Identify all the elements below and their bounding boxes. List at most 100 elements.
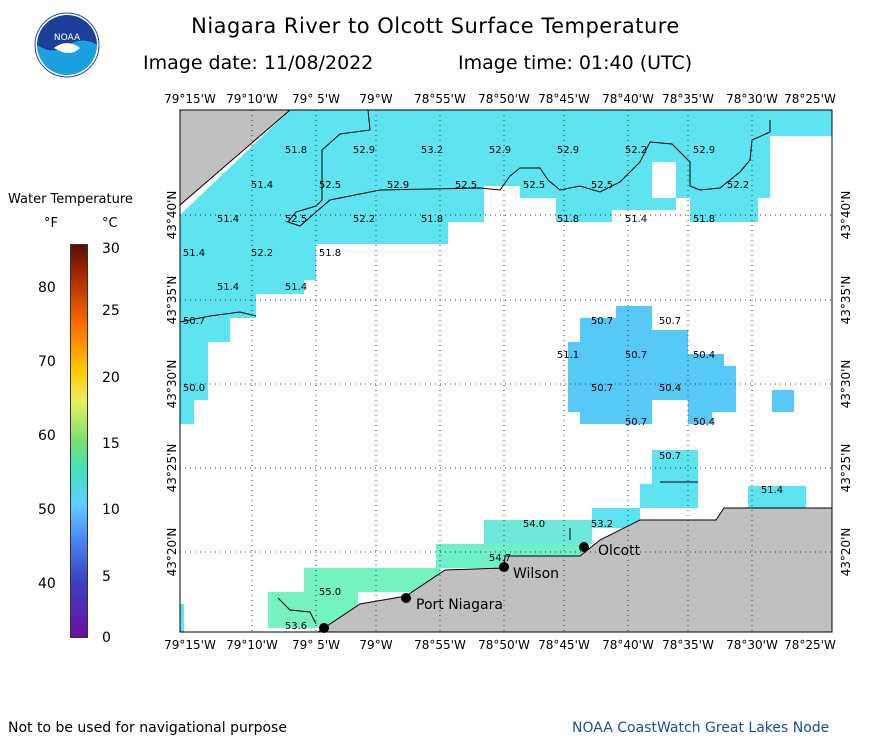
lon-label-bottom: 78°25'W [784,638,836,652]
lat-label-left: 43°40'N [165,191,179,240]
temp-label: 52.5 [455,180,477,191]
temp-label: 50.4 [659,383,681,394]
temp-label: 52.2 [353,214,375,225]
temp-label: 52.5 [285,214,307,225]
lat-label-right: 43°35'N [839,276,853,325]
temp-label: 50.7 [591,316,613,327]
lat-label-left: 43°20'N [165,528,179,577]
temp-label: 51.8 [319,248,341,259]
temp-label: 53.2 [591,519,613,530]
lon-label-top: 79°10'W [226,92,278,106]
c-tick: 15 [102,436,120,452]
temp-label: 50.7 [659,316,681,327]
temp-label: 52.5 [523,180,545,191]
temp-label: 51.4 [251,180,273,191]
c-tick: 30 [102,241,120,257]
temp-label: 50.4 [693,350,715,361]
f-tick: 50 [38,502,56,518]
temp-label: 51.8 [693,214,715,225]
temp-label: 52.2 [625,145,647,156]
legend-unit-f: °F [44,216,58,231]
temp-label: 50.0 [183,383,205,394]
lat-label-right: 43°25'N [839,444,853,493]
temp-label: 52.9 [693,145,715,156]
water-temperature-field [180,110,832,632]
lon-label-top: 78°30'W [726,92,778,106]
lon-label-bottom: 78°40'W [602,638,654,652]
map-frame [179,109,833,633]
lon-label-top: 79°W [359,92,392,106]
temp-label: 52.5 [319,180,341,191]
lon-label-bottom: 79° 5'W [292,638,340,652]
temp-label: 55.0 [319,587,341,598]
f-tick: 80 [38,280,56,296]
f-tick: 60 [38,428,56,444]
temp-label: 50.4 [693,417,715,428]
lon-label-bottom: 79°15'W [164,638,216,652]
lat-label-left: 43°35'N [165,276,179,325]
lon-label-bottom: 78°35'W [662,638,714,652]
temp-label: 51.4 [217,214,239,225]
lat-label-right: 43°20'N [839,528,853,577]
lat-label-right: 43°30'N [839,360,853,409]
lon-labels: 79°15'W 79°10'W 79° 5'W 79°W 78°55'W 78°… [164,92,836,652]
temp-label: 54.7 [489,553,511,564]
city-label-wilson: Wilson [513,566,559,582]
page-title: Niagara River to Olcott Surface Temperat… [191,14,680,38]
temp-label: 50.7 [591,383,613,394]
lon-label-top: 79° 5'W [292,92,340,106]
lat-label-left: 43°25'N [165,444,179,493]
city-markers: Olcott Wilson Port Niagara [319,542,641,633]
temp-label: 51.1 [557,350,579,361]
c-tick: 25 [102,303,120,319]
temp-label: 50.7 [625,417,647,428]
lon-label-bottom: 78°30'W [726,638,778,652]
lon-label-bottom: 78°55'W [414,638,466,652]
legend-title: Water Temperature [8,192,133,207]
temp-label: 53.6 [285,621,307,632]
lat-lon-grid [180,110,832,632]
footer-disclaimer: Not to be used for navigational purpose [8,720,287,736]
temp-label: 52.9 [489,145,511,156]
lon-label-bottom: 78°45'W [538,638,590,652]
temp-label: 50.7 [183,316,205,327]
temp-label: 50.7 [659,451,681,462]
city-marker-niagara [319,623,329,633]
logo-text: NOAA [54,33,81,43]
temp-label: 51.8 [285,145,307,156]
lon-label-top: 79°15'W [164,92,216,106]
c-tick: 10 [102,502,120,518]
city-marker-wilson [499,562,509,572]
temp-label: 52.9 [353,145,375,156]
lon-label-top: 78°25'W [784,92,836,106]
city-marker-port-niagara [401,593,411,603]
temp-label: 51.8 [421,214,443,225]
lon-label-bottom: 79°10'W [226,638,278,652]
noaa-logo-icon: NOAA [34,12,100,78]
temp-label: 54.0 [523,519,545,530]
legend-unit-c: °C [102,216,118,231]
city-label-olcott: Olcott [598,543,641,559]
temp-label: 50.7 [625,350,647,361]
c-tick: 20 [102,370,120,386]
c-tick: 0 [102,630,111,646]
temp-label: 51.4 [183,248,205,259]
city-marker-olcott [579,542,589,552]
f-tick: 40 [38,576,56,592]
temperature-colorbar [70,244,88,638]
image-time: Image time: 01:40 (UTC) [458,52,693,74]
image-date: Image date: 11/08/2022 [143,52,374,74]
lat-labels: 43°40'N 43°35'N 43°30'N 43°25'N 43°20'N … [165,191,853,577]
temp-label: 53.2 [421,145,443,156]
temp-label: 52.2 [251,248,273,259]
c-tick: 5 [102,569,111,585]
temp-label: 51.4 [217,282,239,293]
temp-label: 51.8 [557,214,579,225]
isotherm-lines [179,109,771,625]
lon-label-top: 78°50'W [478,92,530,106]
lat-label-right: 43°40'N [839,191,853,240]
temp-label: 52.5 [591,180,613,191]
lon-label-top: 78°40'W [602,92,654,106]
temp-label: 51.4 [285,282,307,293]
